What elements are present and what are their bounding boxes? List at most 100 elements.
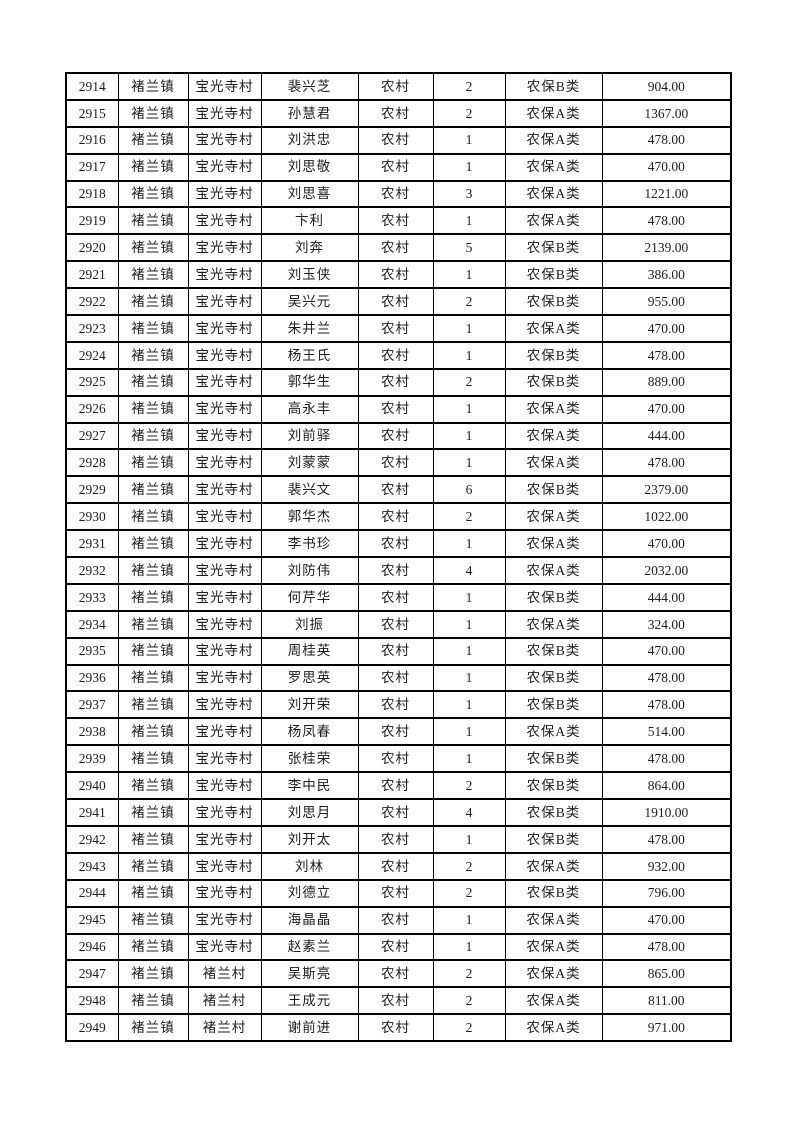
table-cell-村: 宝光寺村 xyxy=(187,502,262,532)
table-cell-金额: 478.00 xyxy=(601,340,732,370)
table-cell-序号: 2915 xyxy=(65,98,119,128)
table-cell-人数: 1 xyxy=(432,663,506,693)
table-cell-类别: 农村 xyxy=(357,502,434,532)
table-cell-人数: 1 xyxy=(432,905,506,935)
table-cell-姓名: 刘防伟 xyxy=(260,556,359,585)
table-row: 2948 褚兰镇 褚兰村 王成元 农村 2 农保A类 811.00 xyxy=(65,986,732,1016)
table-cell-类别: 农村 xyxy=(357,260,434,290)
table-cell-姓名: 赵素兰 xyxy=(260,932,359,962)
table-cell-保障类型: 农保B类 xyxy=(504,72,603,101)
table-cell-村: 宝光寺村 xyxy=(187,529,262,559)
table-cell-类别: 农村 xyxy=(357,394,434,424)
table-cell-保障类型: 农保A类 xyxy=(504,98,603,128)
table-cell-类别: 农村 xyxy=(357,529,434,559)
table-cell-村: 宝光寺村 xyxy=(187,72,262,101)
table-cell-人数: 1 xyxy=(432,448,506,478)
table-cell-镇: 褚兰镇 xyxy=(117,233,189,263)
table-cell-村: 宝光寺村 xyxy=(187,421,262,451)
table-cell-村: 宝光寺村 xyxy=(187,878,262,908)
table-cell-金额: 932.00 xyxy=(601,851,732,881)
table-row: 2935 褚兰镇 宝光寺村 周桂英 农村 1 农保B类 470.00 xyxy=(65,636,732,666)
table-cell-金额: 478.00 xyxy=(601,448,732,478)
table-cell-人数: 1 xyxy=(432,932,506,962)
table-cell-人数: 2 xyxy=(432,878,506,908)
table-cell-村: 宝光寺村 xyxy=(187,771,262,801)
table-cell-保障类型: 农保A类 xyxy=(504,905,603,935)
table-cell-人数: 2 xyxy=(432,959,506,989)
table-cell-保障类型: 农保A类 xyxy=(504,179,603,209)
records-table: 2914 褚兰镇 宝光寺村 裴兴芝 农村 2 农保B类 904.00 2915 褚兰镇 宝光寺村 孙慧… xyxy=(65,72,732,1043)
table-row: 2928 褚兰镇 宝光寺村 刘蒙蒙 农村 1 农保A类 478.00 xyxy=(65,448,732,478)
table-cell-人数: 1 xyxy=(432,152,506,182)
table-cell-姓名: 李中民 xyxy=(260,771,359,801)
table-row: 2923 褚兰镇 宝光寺村 朱井兰 农村 1 农保A类 470.00 xyxy=(65,314,732,343)
table-row: 2937 褚兰镇 宝光寺村 刘开荣 农村 1 农保B类 478.00 xyxy=(65,690,732,720)
table-cell-村: 宝光寺村 xyxy=(187,206,262,236)
table-cell-保障类型: 农保B类 xyxy=(504,824,603,854)
table-cell-村: 宝光寺村 xyxy=(187,179,262,209)
table-cell-金额: 470.00 xyxy=(601,152,732,182)
table-row: 2945 褚兰镇 宝光寺村 海晶晶 农村 1 农保A类 470.00 xyxy=(65,905,732,935)
table-cell-金额: 2032.00 xyxy=(601,556,732,585)
table-cell-序号: 2919 xyxy=(65,206,119,236)
table-cell-姓名: 谢前进 xyxy=(260,1013,359,1043)
table-cell-人数: 1 xyxy=(432,260,506,290)
table-cell-类别: 农村 xyxy=(357,367,434,397)
table-row: 2927 褚兰镇 宝光寺村 刘前驿 农村 1 农保A类 444.00 xyxy=(65,421,732,451)
table-cell-村: 宝光寺村 xyxy=(187,798,262,827)
table-cell-姓名: 李书珍 xyxy=(260,529,359,559)
table-cell-人数: 1 xyxy=(432,824,506,854)
table-row: 2934 褚兰镇 宝光寺村 刘振 农村 1 农保A类 324.00 xyxy=(65,609,732,639)
table-cell-序号: 2932 xyxy=(65,556,119,585)
table-row: 2920 褚兰镇 宝光寺村 刘奔 农村 5 农保B类 2139.00 xyxy=(65,233,732,263)
table-cell-金额: 470.00 xyxy=(601,529,732,559)
table-cell-保障类型: 农保A类 xyxy=(504,394,603,424)
table-cell-金额: 478.00 xyxy=(601,663,732,693)
table-cell-类别: 农村 xyxy=(357,663,434,693)
table-cell-镇: 褚兰镇 xyxy=(117,152,189,182)
table-cell-人数: 1 xyxy=(432,744,506,774)
table-cell-人数: 6 xyxy=(432,475,506,505)
table-cell-姓名: 吴斯亮 xyxy=(260,959,359,989)
table-cell-金额: 386.00 xyxy=(601,260,732,290)
table-cell-金额: 478.00 xyxy=(601,206,732,236)
table-cell-镇: 褚兰镇 xyxy=(117,98,189,128)
table-cell-金额: 478.00 xyxy=(601,932,732,962)
table-cell-镇: 褚兰镇 xyxy=(117,798,189,827)
table-cell-镇: 褚兰镇 xyxy=(117,502,189,532)
table-cell-金额: 971.00 xyxy=(601,1013,732,1043)
table-cell-姓名: 朱井兰 xyxy=(260,314,359,343)
table-cell-人数: 2 xyxy=(432,1013,506,1043)
table-cell-镇: 褚兰镇 xyxy=(117,314,189,343)
table-cell-人数: 1 xyxy=(432,609,506,639)
table-cell-村: 宝光寺村 xyxy=(187,475,262,505)
table-cell-类别: 农村 xyxy=(357,475,434,505)
table-cell-金额: 811.00 xyxy=(601,986,732,1016)
table-cell-类别: 农村 xyxy=(357,233,434,263)
table-cell-镇: 褚兰镇 xyxy=(117,905,189,935)
table-cell-类别: 农村 xyxy=(357,851,434,881)
table-cell-村: 宝光寺村 xyxy=(187,152,262,182)
table-cell-保障类型: 农保B类 xyxy=(504,582,603,612)
table-cell-保障类型: 农保A类 xyxy=(504,986,603,1016)
table-cell-金额: 955.00 xyxy=(601,287,732,317)
table-cell-镇: 褚兰镇 xyxy=(117,421,189,451)
table-cell-保障类型: 农保B类 xyxy=(504,878,603,908)
table-cell-姓名: 罗思英 xyxy=(260,663,359,693)
table-cell-类别: 农村 xyxy=(357,314,434,343)
table-cell-类别: 农村 xyxy=(357,932,434,962)
table-cell-保障类型: 农保B类 xyxy=(504,798,603,827)
table-cell-金额: 470.00 xyxy=(601,636,732,666)
table-row: 2949 褚兰镇 褚兰村 谢前进 农村 2 农保A类 971.00 xyxy=(65,1013,732,1043)
table-cell-村: 宝光寺村 xyxy=(187,556,262,585)
table-cell-姓名: 刘林 xyxy=(260,851,359,881)
table-cell-序号: 2931 xyxy=(65,529,119,559)
table-cell-金额: 478.00 xyxy=(601,125,732,155)
table-cell-村: 宝光寺村 xyxy=(187,125,262,155)
table-cell-金额: 865.00 xyxy=(601,959,732,989)
table-cell-村: 宝光寺村 xyxy=(187,394,262,424)
table-cell-姓名: 裴兴芝 xyxy=(260,72,359,101)
table-cell-村: 宝光寺村 xyxy=(187,98,262,128)
table-cell-保障类型: 农保B类 xyxy=(504,340,603,370)
